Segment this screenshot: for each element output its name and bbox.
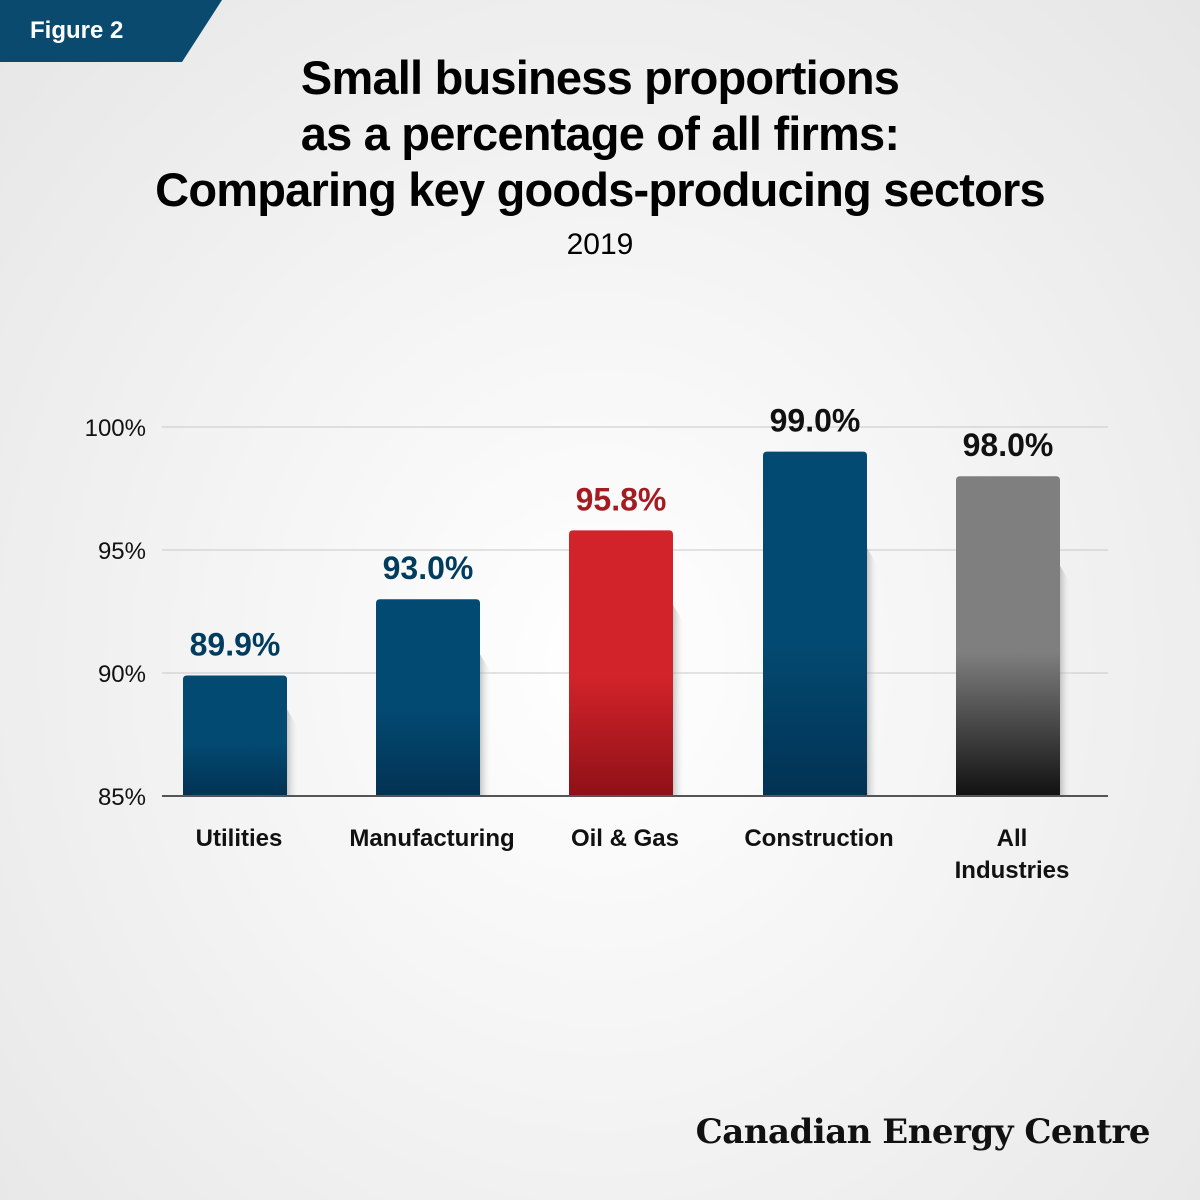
bar [183, 675, 287, 796]
x-tick-label: Industries [955, 857, 1070, 884]
y-tick-label: 90% [98, 661, 146, 688]
data-label: 89.9% [190, 626, 281, 662]
x-tick-label: Oil & Gas [571, 825, 679, 852]
figure-tag: Figure 2 [0, 0, 222, 62]
x-tick-label: Construction [744, 825, 893, 852]
bar [569, 530, 673, 796]
title-line-3: Comparing key goods-producing sectors [155, 163, 1045, 216]
title-line-1: Small business proportions [300, 51, 900, 104]
title-line-2: as a percentage of all firms: [300, 107, 900, 160]
bar-shadow [1060, 565, 1072, 796]
brand-logo-text: Canadian Energy Centre [695, 1112, 1151, 1152]
figure-tag-shape [0, 0, 222, 62]
bar [956, 476, 1060, 796]
y-tick-label: 100% [85, 415, 146, 442]
chart-subtitle: 2019 [566, 228, 634, 261]
figure-label: Figure 2 [30, 17, 124, 44]
data-label: 93.0% [383, 550, 474, 586]
chart-title: Small business proportions as a percenta… [0, 50, 1200, 218]
bar [376, 599, 480, 796]
data-label: 99.0% [770, 403, 861, 439]
bar-shadow [480, 654, 492, 796]
x-tick-label: Manufacturing [349, 825, 514, 852]
x-tick-label: Utilities [196, 825, 283, 852]
bar-shadow [867, 548, 879, 796]
y-tick-label: 85% [98, 784, 146, 811]
bar-shadow [287, 709, 299, 796]
data-label: 95.8% [576, 481, 667, 517]
x-tick-label: All [997, 825, 1028, 852]
bar [763, 451, 867, 796]
bar-shadow [673, 604, 685, 796]
y-tick-label: 95% [98, 538, 146, 565]
data-label: 98.0% [963, 427, 1054, 463]
